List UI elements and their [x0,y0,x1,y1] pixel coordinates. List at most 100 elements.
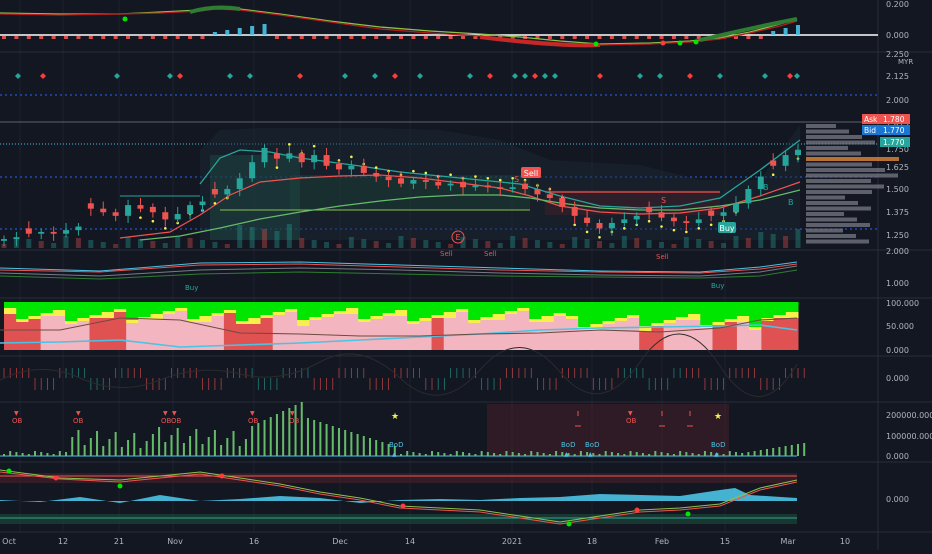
signal-diamond [372,73,378,79]
bod-label-4: BoD [711,441,725,449]
heat-body [162,314,176,350]
candle[interactable] [149,203,156,218]
volume-profile-bar [806,157,899,161]
candle[interactable] [311,149,318,170]
candle[interactable] [236,172,243,197]
candle[interactable] [559,194,566,213]
heat-yellow [77,318,91,321]
price-axis[interactable]: 0.200 0.000 2.250 MYR 2.125 2.000 1.875 … [886,0,932,504]
candle[interactable] [732,196,739,216]
candle[interactable] [670,214,677,227]
candle[interactable] [795,144,801,163]
candle[interactable] [174,206,181,223]
candle[interactable] [708,206,715,222]
buy-label[interactable]: Buy [718,222,736,233]
candle[interactable] [112,208,119,222]
candle[interactable] [249,155,256,182]
candle[interactable] [199,196,206,213]
heat-green [101,302,115,312]
candle[interactable] [422,174,429,190]
volume-profile-bar [806,212,844,216]
candle[interactable] [398,171,404,188]
candle[interactable] [211,181,218,198]
volume-histogram-bar [344,430,347,456]
heat-green [16,302,29,319]
candle[interactable] [621,212,628,227]
candle[interactable] [633,212,640,225]
candle[interactable] [298,149,305,168]
indicator-pane-1: Buy Buy Sell Sell Sell [0,250,798,292]
candle[interactable] [757,171,764,197]
star-icon-1: ★ [391,412,399,422]
candle[interactable] [373,169,380,182]
candle[interactable] [75,222,82,236]
candle[interactable] [162,206,169,227]
candle[interactable] [646,201,653,220]
candle[interactable] [261,144,268,168]
heat-body [223,313,237,350]
volume-histogram-bar [58,451,61,456]
volume-histogram-bar [548,454,551,456]
candle[interactable] [546,187,553,202]
sell-label[interactable]: Sell [521,167,541,178]
candle[interactable] [720,206,727,223]
candle[interactable] [25,221,32,238]
heat-yellow [333,311,347,314]
candle[interactable] [658,205,665,222]
candle[interactable] [87,197,94,216]
candle[interactable] [460,176,467,195]
candle[interactable] [534,183,541,202]
candle[interactable] [323,147,330,170]
candle[interactable] [348,160,355,177]
candle[interactable] [125,199,132,223]
heat-green [773,302,787,315]
candle[interactable] [335,160,342,175]
signal-s-label-2: S [661,196,666,205]
candle[interactable] [571,201,578,223]
volume-histogram-bar [474,454,477,456]
candle[interactable] [522,180,529,195]
earnings-marker[interactable]: E [451,230,465,244]
candle[interactable] [13,231,20,247]
momentum-bar [696,36,701,39]
candle[interactable] [770,153,777,170]
candle[interactable] [224,185,231,200]
price-pane[interactable]: Sell Buy E S S B B [0,73,899,248]
candle[interactable] [497,181,504,197]
candle[interactable] [447,180,454,191]
momentum-bar [64,36,69,39]
candle[interactable] [137,197,144,213]
candle[interactable] [360,158,367,177]
candle[interactable] [782,151,789,172]
candle[interactable] [38,228,45,240]
candle[interactable] [745,185,752,209]
candle[interactable] [484,181,491,193]
candle[interactable] [1,235,7,247]
candle[interactable] [435,174,442,190]
heat-body [346,314,359,350]
time-axis[interactable]: Oct 12 21 Nov 16 Dec 14 2021 18 Feb 15 M… [2,537,850,546]
candle[interactable] [596,219,603,234]
ob-label-5: OB [248,417,259,425]
candle[interactable] [509,180,516,193]
candle[interactable] [695,212,702,227]
candle[interactable] [385,171,392,188]
signal-diamond [542,73,548,79]
candle[interactable] [286,146,293,163]
psar-dot [374,166,378,169]
candle[interactable] [273,147,280,166]
candle[interactable] [608,217,615,236]
candle[interactable] [410,176,417,190]
candlestick-series[interactable] [1,144,801,247]
volume-histogram-bar [679,451,682,456]
candle[interactable] [683,215,690,231]
volume-bar [659,242,665,248]
candle[interactable] [584,210,591,227]
candle[interactable] [100,201,107,216]
candle[interactable] [472,178,479,191]
candle[interactable] [50,226,57,241]
candle[interactable] [187,201,194,220]
candle[interactable] [63,222,70,238]
